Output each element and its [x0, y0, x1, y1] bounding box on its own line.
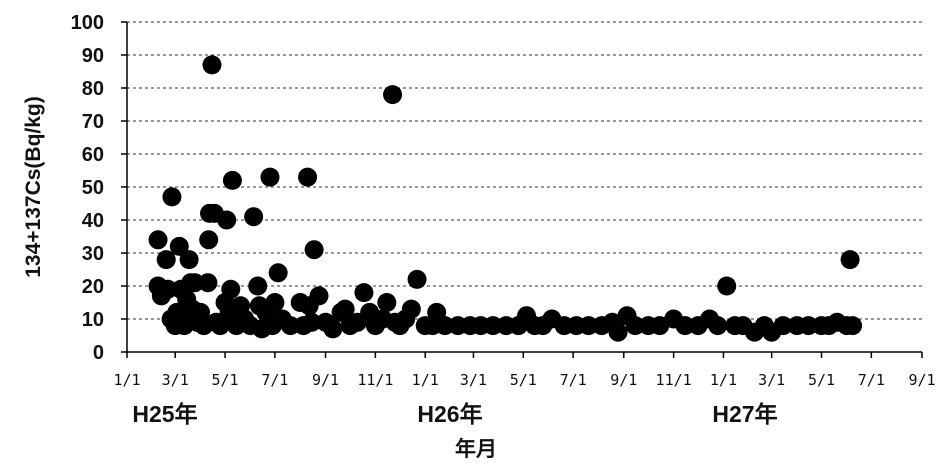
data-point: [280, 316, 300, 336]
data-point: [401, 299, 421, 319]
y-tick-label: 10: [82, 309, 104, 331]
data-point: [323, 319, 343, 339]
data-point: [383, 85, 403, 105]
x-tick-label: 9/1: [908, 371, 935, 389]
year-labels: H25年 H26年 H27年: [132, 401, 777, 427]
data-point: [579, 316, 599, 336]
x-tick-label: 5/1: [212, 371, 239, 389]
x-tick-label: 7/1: [858, 371, 885, 389]
data-point: [773, 316, 793, 336]
data-point: [675, 316, 695, 336]
data-point: [221, 279, 241, 299]
data-point: [407, 269, 427, 289]
data-point: [217, 210, 237, 230]
data-point: [798, 316, 818, 336]
data-point: [244, 207, 264, 227]
data-point: [304, 240, 324, 260]
x-tick-label: 1/1: [113, 371, 140, 389]
data-point: [179, 250, 199, 270]
data-point: [335, 299, 355, 319]
x-tick-label: 5/1: [510, 371, 537, 389]
x-tick-label: 3/1: [162, 371, 189, 389]
data-point: [202, 55, 222, 75]
data-point: [483, 316, 503, 336]
data-point: [248, 276, 268, 296]
y-tick-labels: 0 10 20 30 40 50 60 70 80 90 100: [71, 12, 104, 364]
data-point: [717, 276, 737, 296]
data-point: [708, 316, 728, 336]
year-label: H27年: [712, 401, 777, 427]
data-point: [156, 250, 176, 270]
y-tick-label: 0: [93, 342, 104, 364]
y-tick-label: 20: [82, 276, 104, 298]
data-point: [302, 312, 322, 332]
data-point: [377, 293, 397, 312]
data-point: [198, 273, 218, 293]
data-point: [158, 279, 178, 299]
grid-lines: [127, 21, 922, 320]
x-tick-label: 7/1: [261, 371, 288, 389]
data-point: [298, 167, 318, 187]
x-axis-title: 年月: [455, 437, 497, 461]
y-tick-label: 80: [82, 78, 104, 100]
year-label: H26年: [417, 401, 482, 427]
data-point: [268, 263, 288, 283]
data-point: [265, 293, 285, 312]
x-tick-label: 11/1: [656, 371, 692, 389]
data-points: [148, 55, 863, 342]
x-tick-label: 1/1: [710, 371, 737, 389]
x-tick-label: 11/1: [357, 371, 393, 389]
y-tick-label: 50: [82, 177, 104, 199]
data-point: [148, 230, 168, 250]
data-point: [169, 236, 189, 256]
y-axis-title: 134+137Cs(Bq/kg): [22, 96, 45, 278]
data-point: [843, 316, 863, 336]
x-tick-labels: 1/1 3/1 5/1 7/1 9/1 11/1 1/1 3/1 5/1 7/1 9/1 11/1 1/…: [113, 371, 935, 389]
y-tick-label: 30: [82, 243, 104, 265]
x-tick-label: 9/1: [312, 371, 339, 389]
y-tick-label: 90: [82, 45, 104, 67]
y-tick-label: 40: [82, 210, 104, 232]
data-point: [608, 322, 628, 342]
data-point: [222, 170, 242, 190]
data-point: [199, 230, 219, 250]
y-tick-label: 60: [82, 144, 104, 166]
x-tick-label: 5/1: [808, 371, 835, 389]
data-point: [435, 316, 455, 336]
axes: [121, 21, 923, 358]
data-point: [260, 167, 280, 187]
data-point: [162, 187, 182, 207]
data-point: [309, 286, 329, 306]
x-tick-label: 1/1: [412, 371, 439, 389]
x-tick-label: 7/1: [560, 371, 587, 389]
data-point: [185, 273, 205, 293]
data-point: [840, 250, 860, 270]
y-tick-label: 100: [71, 12, 104, 34]
y-tick-label: 70: [82, 111, 104, 133]
data-point: [354, 283, 374, 303]
x-tick-label: 3/1: [758, 371, 785, 389]
x-tick-label: 9/1: [610, 371, 637, 389]
x-tick-label: 3/1: [460, 371, 487, 389]
data-point: [625, 316, 645, 336]
year-label: H25年: [132, 401, 197, 427]
